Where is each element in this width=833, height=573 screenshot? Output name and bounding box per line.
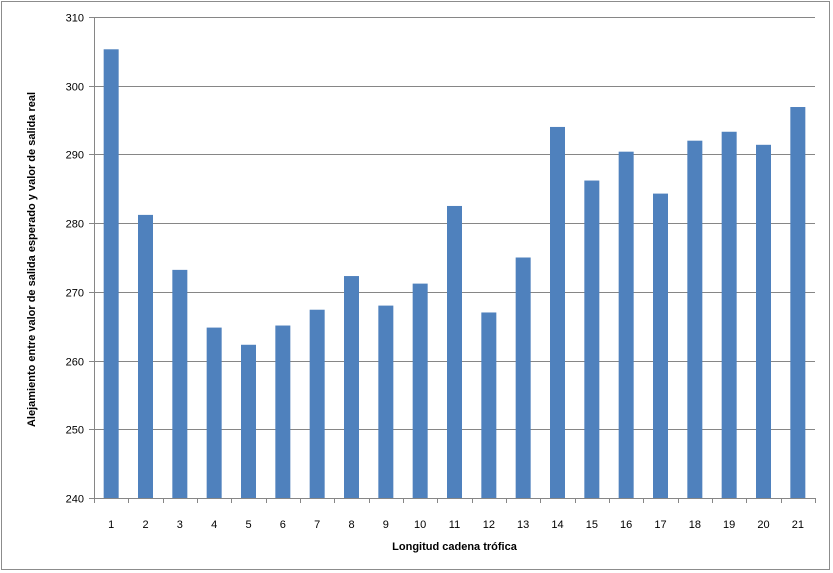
y-tick-label: 270	[66, 288, 84, 300]
x-tick-label: 10	[414, 519, 426, 531]
x-tick-label: 7	[314, 519, 320, 531]
bar-17	[653, 193, 668, 499]
bar-18	[687, 140, 703, 498]
y-tick-labels: 240 250 260 270 280 290 300 310	[66, 13, 84, 506]
bar-10	[412, 283, 428, 498]
x-tick-label: 21	[792, 519, 804, 531]
bar-12	[481, 312, 497, 498]
bar-6	[275, 325, 291, 498]
x-tick-label: 17	[654, 519, 666, 531]
bar-4	[206, 327, 222, 498]
bar-7	[309, 309, 325, 498]
x-tick-label: 2	[142, 519, 148, 531]
bar-14	[550, 126, 565, 498]
bar-5	[241, 344, 256, 498]
bar-19	[721, 131, 737, 498]
x-tick-label: 18	[689, 519, 701, 531]
bar-2	[138, 214, 153, 498]
x-tick-label: 19	[723, 519, 735, 531]
x-tick-label: 20	[757, 519, 769, 531]
y-tick-label: 250	[66, 425, 84, 437]
bar-3	[172, 269, 188, 498]
x-tick-label: 3	[177, 519, 183, 531]
bars	[103, 49, 806, 499]
y-tick-label: 290	[66, 150, 84, 162]
bar-13	[515, 257, 531, 498]
y-tick-label: 280	[66, 219, 84, 231]
x-tick-label: 12	[483, 519, 495, 531]
x-axis-title: Longitud cadena trófica	[392, 541, 518, 553]
y-tick-label: 300	[66, 82, 84, 94]
x-tick-label: 9	[383, 519, 389, 531]
x-tick-label: 13	[517, 519, 529, 531]
x-tick-label: 5	[245, 519, 251, 531]
y-tick-label: 240	[66, 494, 84, 506]
axes	[94, 17, 816, 503]
x-tick-label: 1	[108, 519, 114, 531]
y-tick-label: 260	[66, 357, 84, 369]
bar-15	[584, 180, 600, 499]
bar-21	[790, 107, 806, 498]
bar-16	[618, 151, 634, 498]
x-tick-label: 11	[449, 519, 460, 531]
y-axis-title: Alejamiento entre valor de salida espera…	[26, 92, 38, 427]
bar-9	[378, 305, 394, 498]
y-tick-label: 310	[66, 13, 84, 25]
bar-11	[447, 205, 462, 498]
x-tick-label: 6	[280, 519, 286, 531]
bar-1	[103, 49, 119, 498]
bar-20	[756, 144, 771, 498]
x-tick-label: 14	[551, 519, 563, 531]
bar-8	[344, 276, 359, 498]
x-tick-label: 4	[211, 519, 217, 531]
x-tick-label: 8	[348, 519, 354, 531]
x-tick-label: 16	[620, 519, 632, 531]
x-tick-label: 15	[586, 519, 598, 531]
x-tick-labels: 1 2 3 4 5 6 7 8 9 10 11 12 13 14 15 16 17 18 19 20 21	[108, 519, 804, 531]
